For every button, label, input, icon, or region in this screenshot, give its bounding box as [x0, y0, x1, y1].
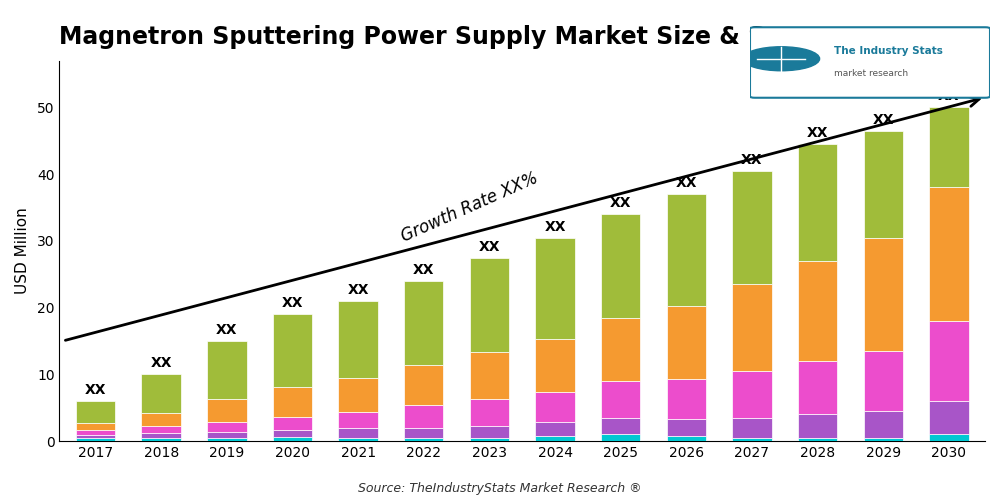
Text: XX: XX: [873, 112, 894, 126]
Bar: [207, 422, 247, 432]
Bar: [601, 214, 640, 318]
Bar: [535, 238, 575, 339]
Text: market research: market research: [834, 69, 908, 78]
Bar: [667, 306, 706, 379]
Bar: [76, 438, 115, 441]
Bar: [404, 365, 443, 405]
Bar: [864, 411, 903, 438]
Bar: [864, 238, 903, 351]
Circle shape: [743, 46, 820, 70]
Bar: [864, 351, 903, 411]
Bar: [76, 435, 115, 438]
Bar: [470, 438, 509, 441]
Bar: [338, 428, 378, 438]
Bar: [535, 392, 575, 422]
Bar: [535, 339, 575, 392]
Bar: [76, 430, 115, 435]
Text: XX: XX: [282, 296, 303, 310]
Text: The Industry Stats: The Industry Stats: [834, 46, 943, 56]
Bar: [141, 413, 181, 426]
Bar: [732, 171, 772, 284]
Bar: [404, 405, 443, 428]
Bar: [76, 401, 115, 423]
Bar: [141, 374, 181, 413]
Bar: [864, 438, 903, 441]
Bar: [141, 438, 181, 441]
Text: XX: XX: [413, 263, 435, 277]
Bar: [470, 426, 509, 438]
Text: XX: XX: [676, 176, 697, 190]
Bar: [798, 414, 837, 438]
Text: XX: XX: [85, 383, 106, 397]
Bar: [470, 399, 509, 426]
Bar: [798, 144, 837, 261]
Bar: [207, 438, 247, 441]
Bar: [535, 422, 575, 436]
Bar: [864, 131, 903, 238]
Bar: [207, 341, 247, 399]
Text: XX: XX: [741, 153, 763, 167]
Bar: [929, 434, 969, 441]
Bar: [929, 401, 969, 434]
Bar: [404, 428, 443, 438]
Bar: [798, 261, 837, 361]
Text: XX: XX: [150, 356, 172, 370]
Bar: [76, 423, 115, 430]
Bar: [732, 438, 772, 441]
Text: XX: XX: [347, 283, 369, 297]
Y-axis label: USD Million: USD Million: [15, 208, 30, 294]
FancyBboxPatch shape: [750, 27, 990, 98]
Text: XX: XX: [938, 90, 960, 104]
Bar: [207, 432, 247, 438]
Bar: [470, 258, 509, 352]
Bar: [535, 436, 575, 441]
Text: XX: XX: [216, 323, 238, 337]
Text: Growth Rate XX%: Growth Rate XX%: [398, 169, 541, 246]
Bar: [667, 379, 706, 419]
Text: Magnetron Sputtering Power Supply Market Size & Scope: Magnetron Sputtering Power Supply Market…: [59, 25, 829, 49]
Bar: [601, 318, 640, 381]
Text: XX: XX: [807, 126, 828, 140]
Bar: [929, 188, 969, 321]
Bar: [338, 412, 378, 428]
Bar: [929, 108, 969, 188]
Bar: [207, 399, 247, 422]
Bar: [929, 321, 969, 401]
Bar: [273, 430, 312, 437]
Bar: [798, 361, 837, 414]
Bar: [732, 371, 772, 418]
Bar: [732, 284, 772, 371]
Bar: [667, 419, 706, 436]
Bar: [601, 381, 640, 418]
Bar: [798, 438, 837, 441]
Bar: [667, 436, 706, 441]
Text: Source: TheIndustryStats Market Research ®: Source: TheIndustryStats Market Research…: [358, 482, 642, 495]
Text: XX: XX: [479, 240, 500, 254]
Bar: [470, 352, 509, 399]
Bar: [338, 378, 378, 412]
Bar: [141, 433, 181, 438]
Bar: [338, 301, 378, 378]
Bar: [141, 426, 181, 433]
Bar: [667, 194, 706, 306]
Bar: [338, 438, 378, 441]
Bar: [273, 417, 312, 430]
Bar: [273, 437, 312, 441]
Bar: [404, 281, 443, 365]
Bar: [601, 418, 640, 434]
Text: XX: XX: [544, 220, 566, 234]
Bar: [601, 434, 640, 441]
Bar: [273, 387, 312, 417]
Bar: [404, 438, 443, 441]
Text: XX: XX: [610, 196, 631, 210]
Bar: [273, 314, 312, 387]
Bar: [732, 418, 772, 438]
